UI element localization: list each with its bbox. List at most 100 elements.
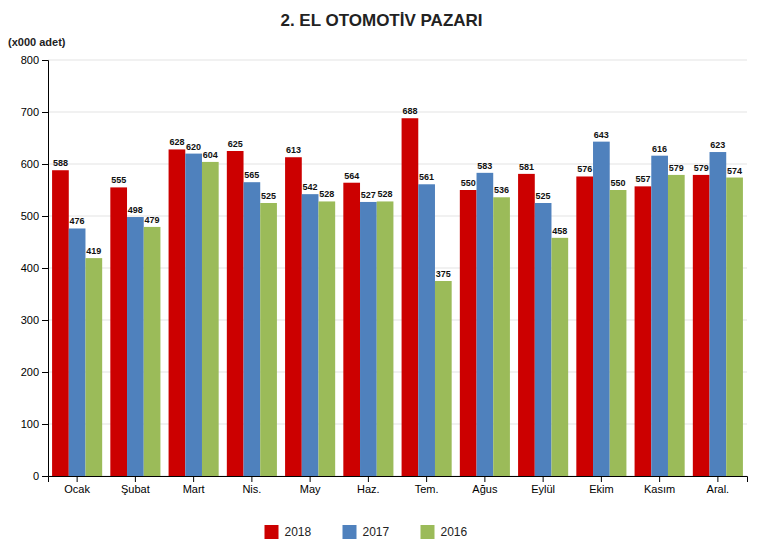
y-axis: 0100200300400500600700800 (21, 54, 49, 482)
y-tick: 0 (33, 470, 48, 482)
y-tick-label: 200 (21, 366, 39, 378)
bar (285, 157, 302, 476)
y-tick-mark (42, 320, 48, 321)
x-tick-label: Kasım (644, 483, 675, 495)
data-label: 616 (652, 144, 667, 154)
y-tick: 200 (21, 366, 48, 378)
grid (48, 60, 747, 476)
legend-label: 2016 (441, 525, 468, 539)
bar (127, 217, 144, 476)
data-label: 555 (111, 175, 126, 185)
legend: 2018 2017 2016 (265, 525, 468, 539)
x-tick-mark (717, 476, 718, 482)
x-tick-label: May (300, 483, 321, 495)
data-label: 528 (378, 189, 393, 199)
bar (610, 190, 627, 476)
x-tick: Tem. (415, 476, 439, 495)
legend-label: 2018 (285, 525, 312, 539)
y-tick: 800 (21, 54, 48, 66)
x-tick-mark (484, 476, 485, 482)
bar (360, 202, 377, 476)
x-tick: May (300, 476, 321, 495)
x-tick: Ekim (589, 476, 613, 495)
data-label: 623 (710, 140, 725, 150)
y-tick-mark (42, 268, 48, 269)
bar (227, 151, 244, 476)
bar (169, 149, 186, 476)
y-tick: 600 (21, 158, 48, 170)
legend-swatch (265, 525, 279, 539)
y-tick-mark (42, 372, 48, 373)
legend-label: 2017 (363, 525, 390, 539)
x-tick: Ocak (64, 476, 90, 495)
series (52, 118, 709, 476)
data-label: 557 (635, 174, 650, 184)
bar (493, 197, 510, 476)
x-tick-label: Mart (183, 483, 205, 495)
bar (551, 238, 568, 476)
legend-swatch (343, 525, 357, 539)
data-label: 604 (203, 150, 218, 160)
bar (418, 184, 435, 476)
y-axis-label: (x000 adet) (8, 36, 66, 48)
x-tick-mark (426, 476, 427, 482)
bar (343, 183, 360, 476)
data-label: 561 (419, 172, 434, 182)
data-label: 579 (694, 163, 709, 173)
data-labels: 5885556286256135646885505815765575794764… (53, 106, 742, 279)
x-tick-mark (77, 476, 78, 482)
y-tick-label: 600 (21, 158, 39, 170)
x-tick: Haz. (357, 476, 380, 495)
grid-line (48, 112, 747, 113)
bar (244, 182, 261, 476)
legend-item: 2017 (343, 525, 390, 539)
data-label: 479 (145, 215, 160, 225)
data-label: 528 (319, 189, 334, 199)
y-tick-mark (42, 476, 48, 477)
data-label: 581 (519, 162, 534, 172)
y-tick-mark (42, 164, 48, 165)
bar (85, 258, 102, 476)
data-label: 579 (669, 163, 684, 173)
y-tick-mark (42, 216, 48, 217)
y-tick-label: 700 (21, 106, 39, 118)
x-axis-line (49, 477, 748, 483)
data-label: 628 (169, 137, 184, 147)
plot: 5885556286256135646885505815765575794764… (21, 54, 748, 495)
bar (318, 201, 335, 476)
bar (402, 118, 419, 476)
x-tick-label: Tem. (415, 483, 439, 495)
bar (693, 175, 710, 476)
y-tick-label: 500 (21, 210, 39, 222)
bar (576, 176, 593, 476)
x-tick-label: Haz. (357, 483, 380, 495)
x-tick: Aral. (707, 476, 730, 495)
x-tick-label: Şubat (121, 483, 150, 495)
data-label: 620 (186, 142, 201, 152)
y-tick: 100 (21, 418, 48, 430)
x-tick-label: Nis. (242, 483, 261, 495)
data-label: 476 (70, 216, 85, 226)
x-tick-label: Ekim (589, 483, 613, 495)
data-label: 527 (361, 190, 376, 200)
x-tick: Mart (183, 476, 205, 495)
bar (593, 142, 610, 476)
y-tick: 500 (21, 210, 48, 222)
y-tick-label: 100 (21, 418, 39, 430)
y-tick-label: 300 (21, 314, 39, 326)
x-tick: Kasım (644, 476, 675, 495)
bar (52, 170, 69, 476)
data-label: 375 (436, 269, 451, 279)
bar (726, 178, 743, 476)
data-label: 550 (611, 178, 626, 188)
x-tick: Ağus (472, 476, 498, 495)
x-tick-label: Ocak (64, 483, 90, 495)
y-tick-mark (42, 424, 48, 425)
data-label: 458 (552, 226, 567, 236)
bar (668, 175, 685, 476)
grid-line (48, 164, 747, 165)
data-label: 419 (86, 246, 101, 256)
x-tick-mark (543, 476, 544, 482)
title: 2. EL OTOMOTİV PAZARI (280, 11, 482, 30)
x-tick: Eylül (531, 476, 555, 495)
